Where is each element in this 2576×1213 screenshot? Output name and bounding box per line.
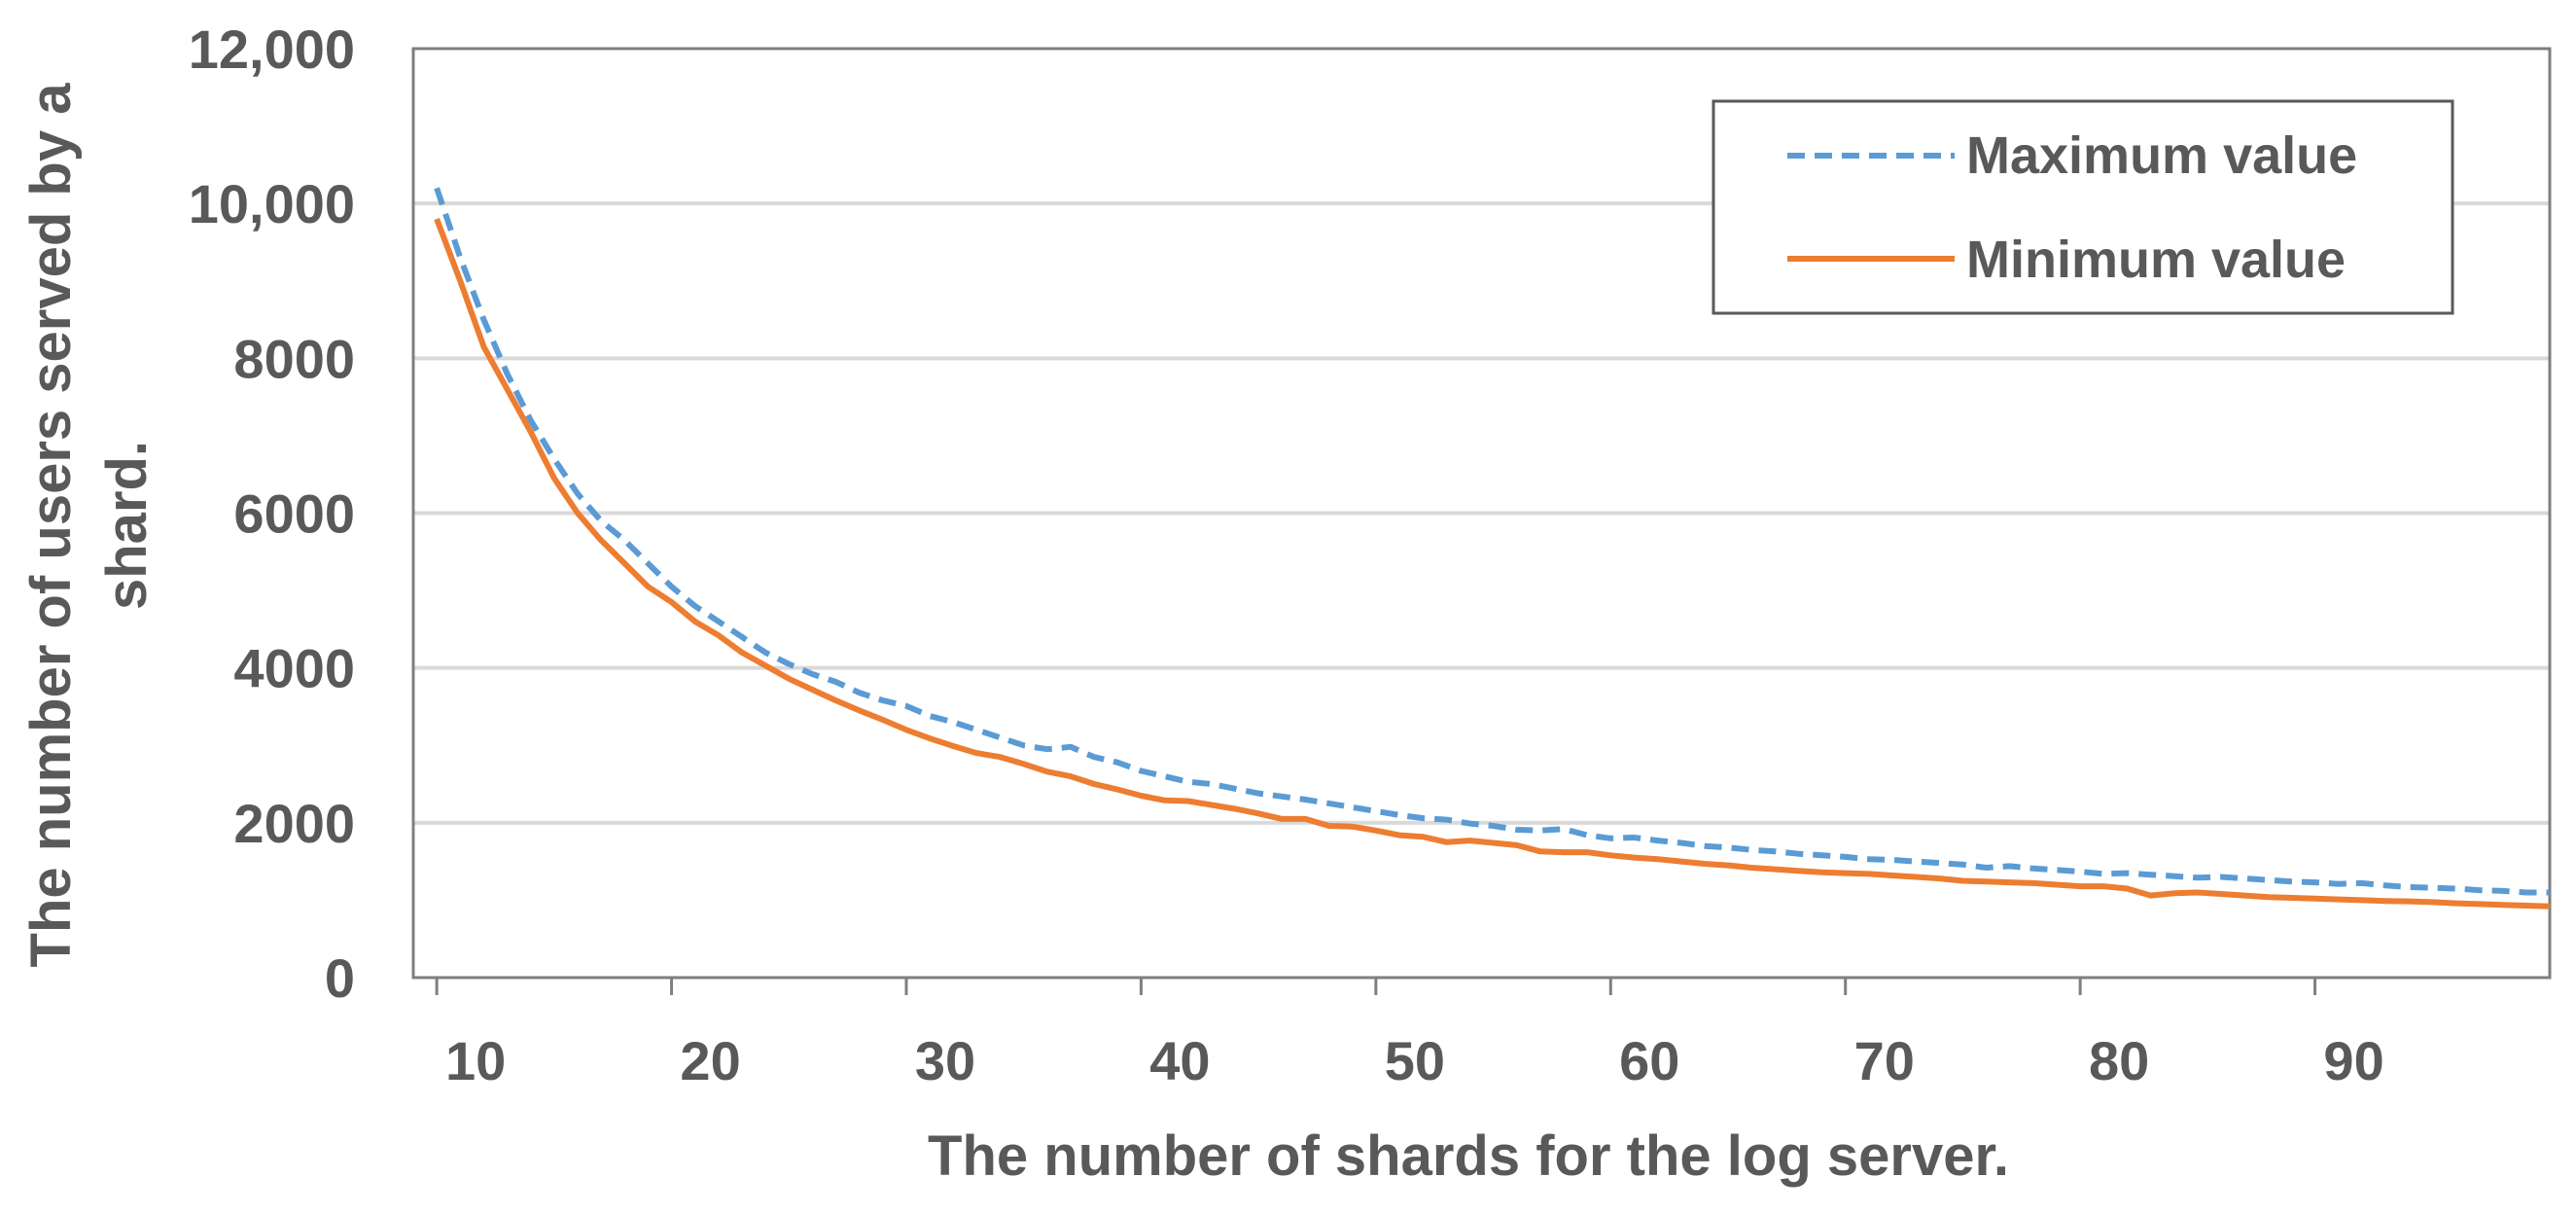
y-axis-title-line2: shard. (95, 441, 159, 610)
plot-frame (411, 47, 2552, 980)
y-tick-label: 6000 (233, 483, 355, 545)
x-tick-label: 50 (1385, 1030, 1445, 1091)
series-maximum-line (434, 187, 2550, 896)
plot-area-border (411, 47, 2552, 980)
legend-box (1711, 99, 2454, 315)
y-tick-label: 10,000 (189, 173, 355, 234)
legend-min-label: Minimum value (1966, 231, 2346, 289)
x-tick-label: 70 (1854, 1030, 1915, 1091)
series-minimum-line (434, 218, 2551, 910)
x-tick-label: 40 (1149, 1030, 1210, 1091)
y-tick-label: 12,000 (189, 18, 355, 80)
x-tick-label: 60 (1619, 1030, 1679, 1091)
x-tick-label: 30 (915, 1030, 975, 1091)
y-tick-label: 8000 (233, 328, 355, 389)
y-tick-label: 4000 (233, 638, 355, 699)
x-tick-label: 10 (445, 1030, 506, 1091)
series-lines (434, 187, 2551, 910)
x-tick-label: 20 (680, 1030, 740, 1091)
x-axis-title: The number of shards for the log server. (928, 1124, 2009, 1188)
y-axis-ticks: 0 2000 4000 6000 8000 10,000 12,000 (189, 18, 355, 1009)
y-axis-title-line1: The number of users served by a (19, 83, 83, 968)
x-axis-ticks: 10 20 30 40 50 60 70 80 90 (435, 978, 2384, 1091)
y-tick-label: 0 (325, 947, 355, 1009)
legend: Maximum value Minimum value (1711, 99, 2454, 315)
legend-max-label: Maximum value (1966, 126, 2357, 185)
x-tick-label: 90 (2323, 1030, 2383, 1091)
y-tick-label: 2000 (233, 793, 355, 854)
x-tick-label: 80 (2089, 1030, 2149, 1091)
